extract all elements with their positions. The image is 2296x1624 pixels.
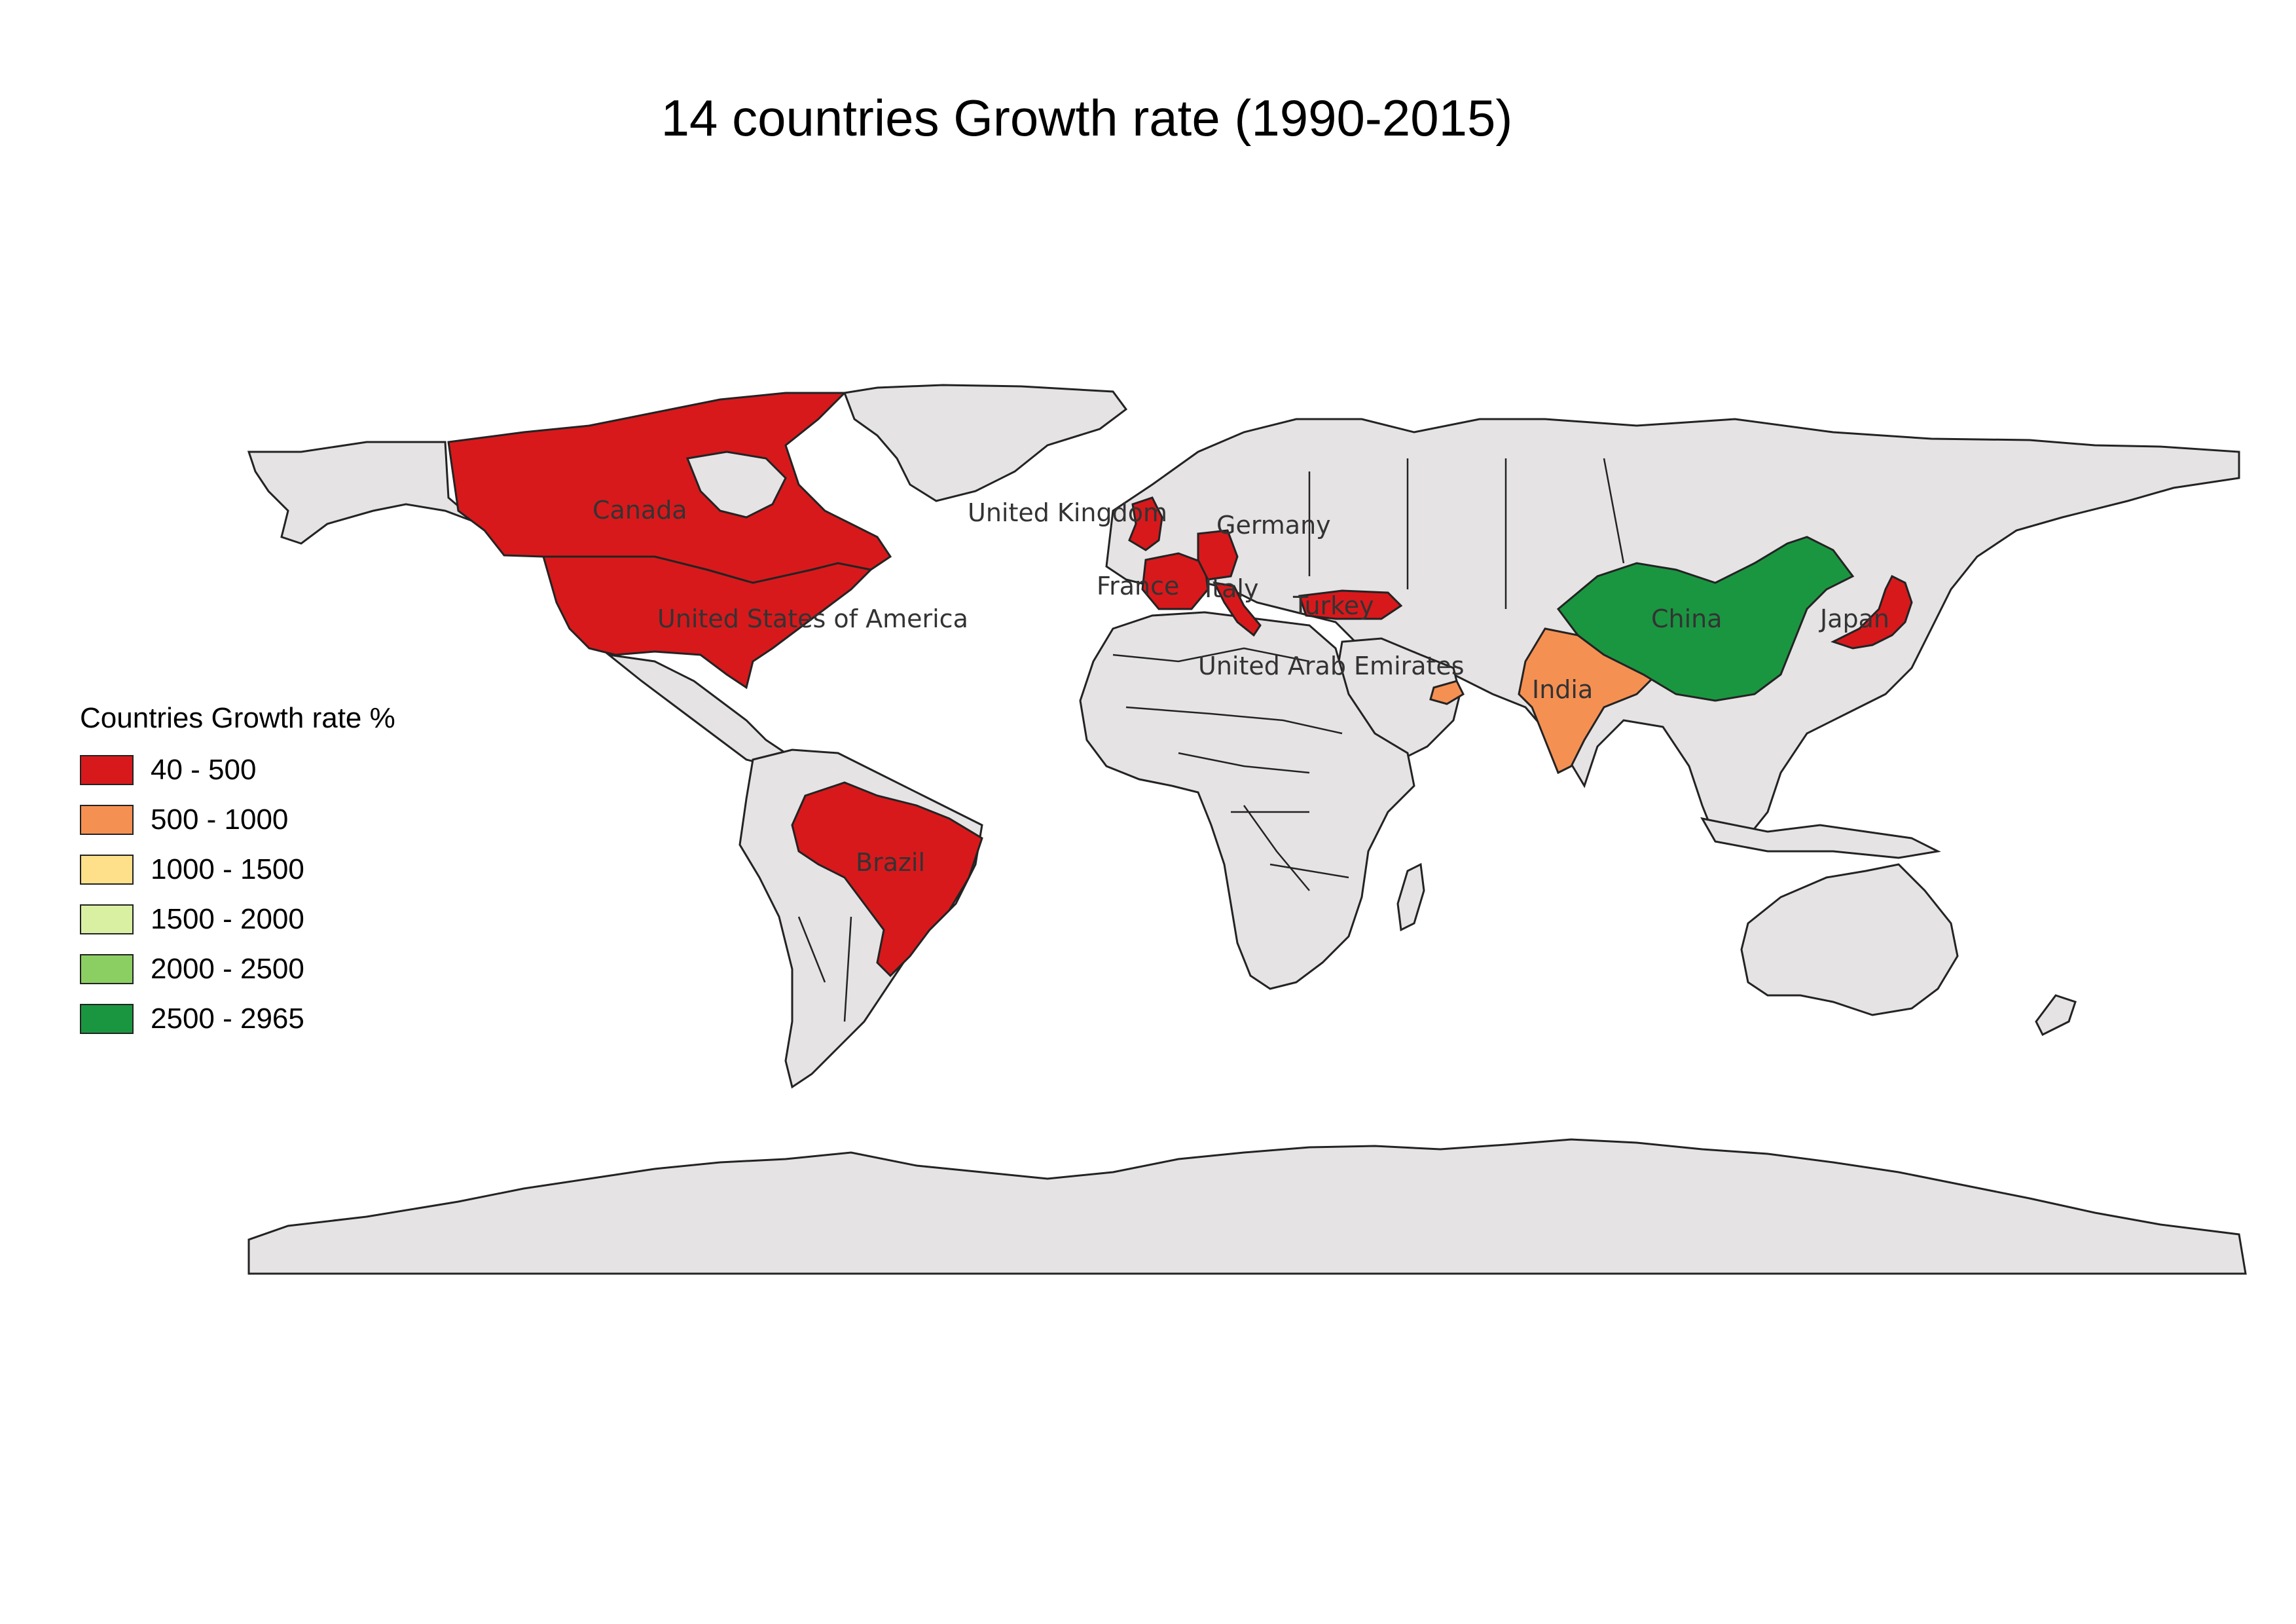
legend-label: 500 - 1000 (151, 803, 289, 836)
legend-item: 2000 - 2500 (80, 944, 395, 994)
label-japan: Japan (1819, 604, 1889, 633)
germany-shape (1197, 529, 1239, 581)
japan-shape (1831, 574, 1913, 650)
greenland-shape (843, 384, 1128, 502)
africa-shape (1079, 611, 1415, 990)
label-india: India (1532, 675, 1593, 704)
australia-shape (1740, 863, 1959, 1016)
internal-borders (797, 458, 1625, 1022)
legend: Countries Growth rate % 40 - 500 500 - 1… (80, 702, 395, 1044)
legend-item: 500 - 1000 (80, 795, 395, 845)
label-turkey: Turkey (1292, 591, 1374, 620)
label-france: France (1097, 572, 1179, 600)
legend-title: Countries Growth rate % (80, 702, 395, 734)
hudson-bay-shape (685, 451, 787, 519)
uae-shape (1429, 680, 1465, 705)
legend-swatch (80, 954, 134, 984)
label-uk: United Kingdom (968, 498, 1167, 527)
canada-shape (447, 392, 892, 584)
legend-label: 1000 - 1500 (151, 853, 304, 885)
legend-item: 40 - 500 (80, 745, 395, 795)
legend-label: 2000 - 2500 (151, 953, 304, 985)
new-zealand-shape (2035, 994, 2077, 1037)
legend-swatch (80, 904, 134, 934)
china-shape (1556, 536, 1855, 702)
indonesia-shape (1700, 817, 1941, 859)
legend-label: 1500 - 2000 (151, 903, 304, 935)
label-brazil: Brazil (856, 848, 925, 877)
central-america-shape (605, 653, 788, 767)
legend-swatch (80, 1004, 134, 1034)
uk-shape (1128, 496, 1163, 551)
turkey-shape (1298, 589, 1403, 620)
legend-label: 40 - 500 (151, 754, 257, 786)
legend-item: 2500 - 2965 (80, 994, 395, 1044)
alaska-shape (247, 441, 498, 545)
italy-shape (1212, 581, 1262, 637)
label-germany: Germany (1216, 511, 1331, 540)
label-uae: United Arab Emirates (1198, 652, 1465, 680)
legend-label: 2500 - 2965 (151, 1003, 304, 1035)
france-shape (1141, 552, 1209, 610)
label-china: China (1651, 604, 1722, 633)
brazil-shape (791, 781, 983, 978)
antarctica-shape (247, 1138, 2247, 1275)
map-title: 14 countries Growth rate (1990-2015) (661, 89, 1513, 147)
legend-swatch (80, 805, 134, 835)
legend-item: 1500 - 2000 (80, 895, 395, 944)
legend-swatch (80, 855, 134, 885)
label-usa: United States of America (657, 604, 968, 633)
label-italy: Italy (1205, 574, 1258, 603)
legend-item: 1000 - 1500 (80, 845, 395, 895)
usa-shape (542, 555, 873, 690)
madagascar-shape (1396, 862, 1425, 932)
legend-swatch (80, 755, 134, 785)
label-canada: Canada (592, 496, 687, 525)
